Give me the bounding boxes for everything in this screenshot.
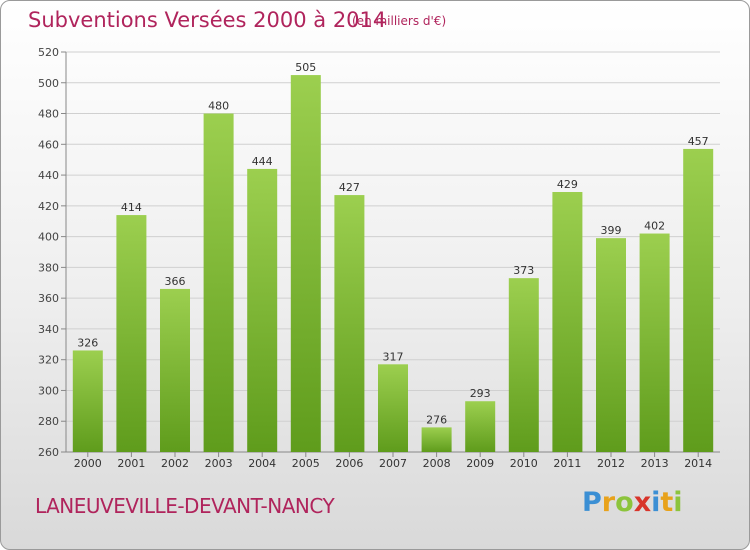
x-tick-label: 2014	[684, 457, 712, 470]
logo-letter: r	[601, 487, 616, 518]
bar-chart: 260 280 300 320 340 360 380 400 420 440 460 480 500 5…	[38, 46, 720, 470]
logo-letter: i	[651, 487, 661, 518]
data-label: 505	[295, 61, 316, 74]
y-tick-label: 360	[38, 292, 59, 305]
x-tick-label: 2007	[379, 457, 407, 470]
x-tick-label: 2002	[161, 457, 189, 470]
y-tick-label: 400	[38, 231, 59, 244]
y-tick-label: 380	[38, 261, 59, 274]
logo-letter: t	[660, 487, 674, 518]
data-label: 402	[644, 220, 665, 233]
x-tick-label: 2001	[117, 457, 145, 470]
y-tick-label: 320	[38, 354, 59, 367]
bar	[552, 192, 583, 452]
bar	[203, 113, 234, 453]
y-tick-label: 260	[38, 446, 59, 459]
data-label: 293	[470, 387, 491, 400]
chart-unit: (en milliers d'€)	[352, 14, 447, 28]
bar	[290, 75, 321, 453]
bar	[334, 195, 365, 453]
x-tick-label: 2004	[248, 457, 276, 470]
y-tick-label: 480	[38, 108, 59, 121]
x-tick-label: 2010	[510, 457, 538, 470]
bar	[596, 238, 626, 452]
x-tick-label: 2006	[335, 457, 363, 470]
logo-letter: i	[673, 487, 683, 518]
bar	[378, 364, 408, 452]
bar	[508, 278, 539, 452]
data-label: 444	[252, 155, 273, 168]
x-tick-label: 2008	[423, 457, 451, 470]
logo-letter: P	[582, 487, 602, 518]
data-label: 414	[121, 201, 142, 214]
bar	[247, 168, 278, 452]
y-tick-label: 460	[38, 138, 59, 151]
y-tick-label: 520	[38, 46, 59, 59]
data-label: 399	[601, 224, 622, 237]
data-label: 366	[165, 275, 186, 288]
bar	[465, 401, 496, 452]
data-label: 373	[513, 264, 534, 277]
y-tick-label: 440	[38, 169, 59, 182]
data-label: 480	[208, 100, 229, 113]
data-label: 427	[339, 181, 360, 194]
x-tick-label: 2009	[466, 457, 494, 470]
x-tick-label: 2003	[205, 457, 233, 470]
data-label: 457	[688, 135, 709, 148]
x-tick-label: 2000	[74, 457, 102, 470]
bar	[421, 427, 452, 452]
y-tick-label: 280	[38, 415, 59, 428]
bar	[160, 288, 190, 452]
data-label: 429	[557, 178, 578, 191]
y-tick-label: 340	[38, 323, 59, 336]
y-tick-label: 300	[38, 384, 59, 397]
proxiti-logo: Proxiti	[582, 487, 683, 518]
y-tick-label: 420	[38, 200, 59, 213]
x-tick-label: 2005	[292, 457, 320, 470]
bar	[639, 233, 670, 452]
commune-name: LANEUVEVILLE-DEVANT-NANCY	[35, 494, 335, 518]
logo-letter: x	[633, 487, 652, 518]
logo-letter: o	[615, 487, 634, 518]
data-label: 276	[426, 413, 447, 426]
data-label: 317	[383, 350, 404, 363]
bar	[683, 148, 714, 452]
x-tick-label: 2012	[597, 457, 625, 470]
bar	[72, 350, 103, 452]
x-tick-label: 2011	[553, 457, 581, 470]
chart-title: Subventions Versées 2000 à 2014	[28, 8, 387, 32]
bar	[116, 215, 147, 452]
y-tick-label: 500	[38, 77, 59, 90]
data-label: 326	[77, 336, 98, 349]
x-tick-label: 2013	[641, 457, 669, 470]
